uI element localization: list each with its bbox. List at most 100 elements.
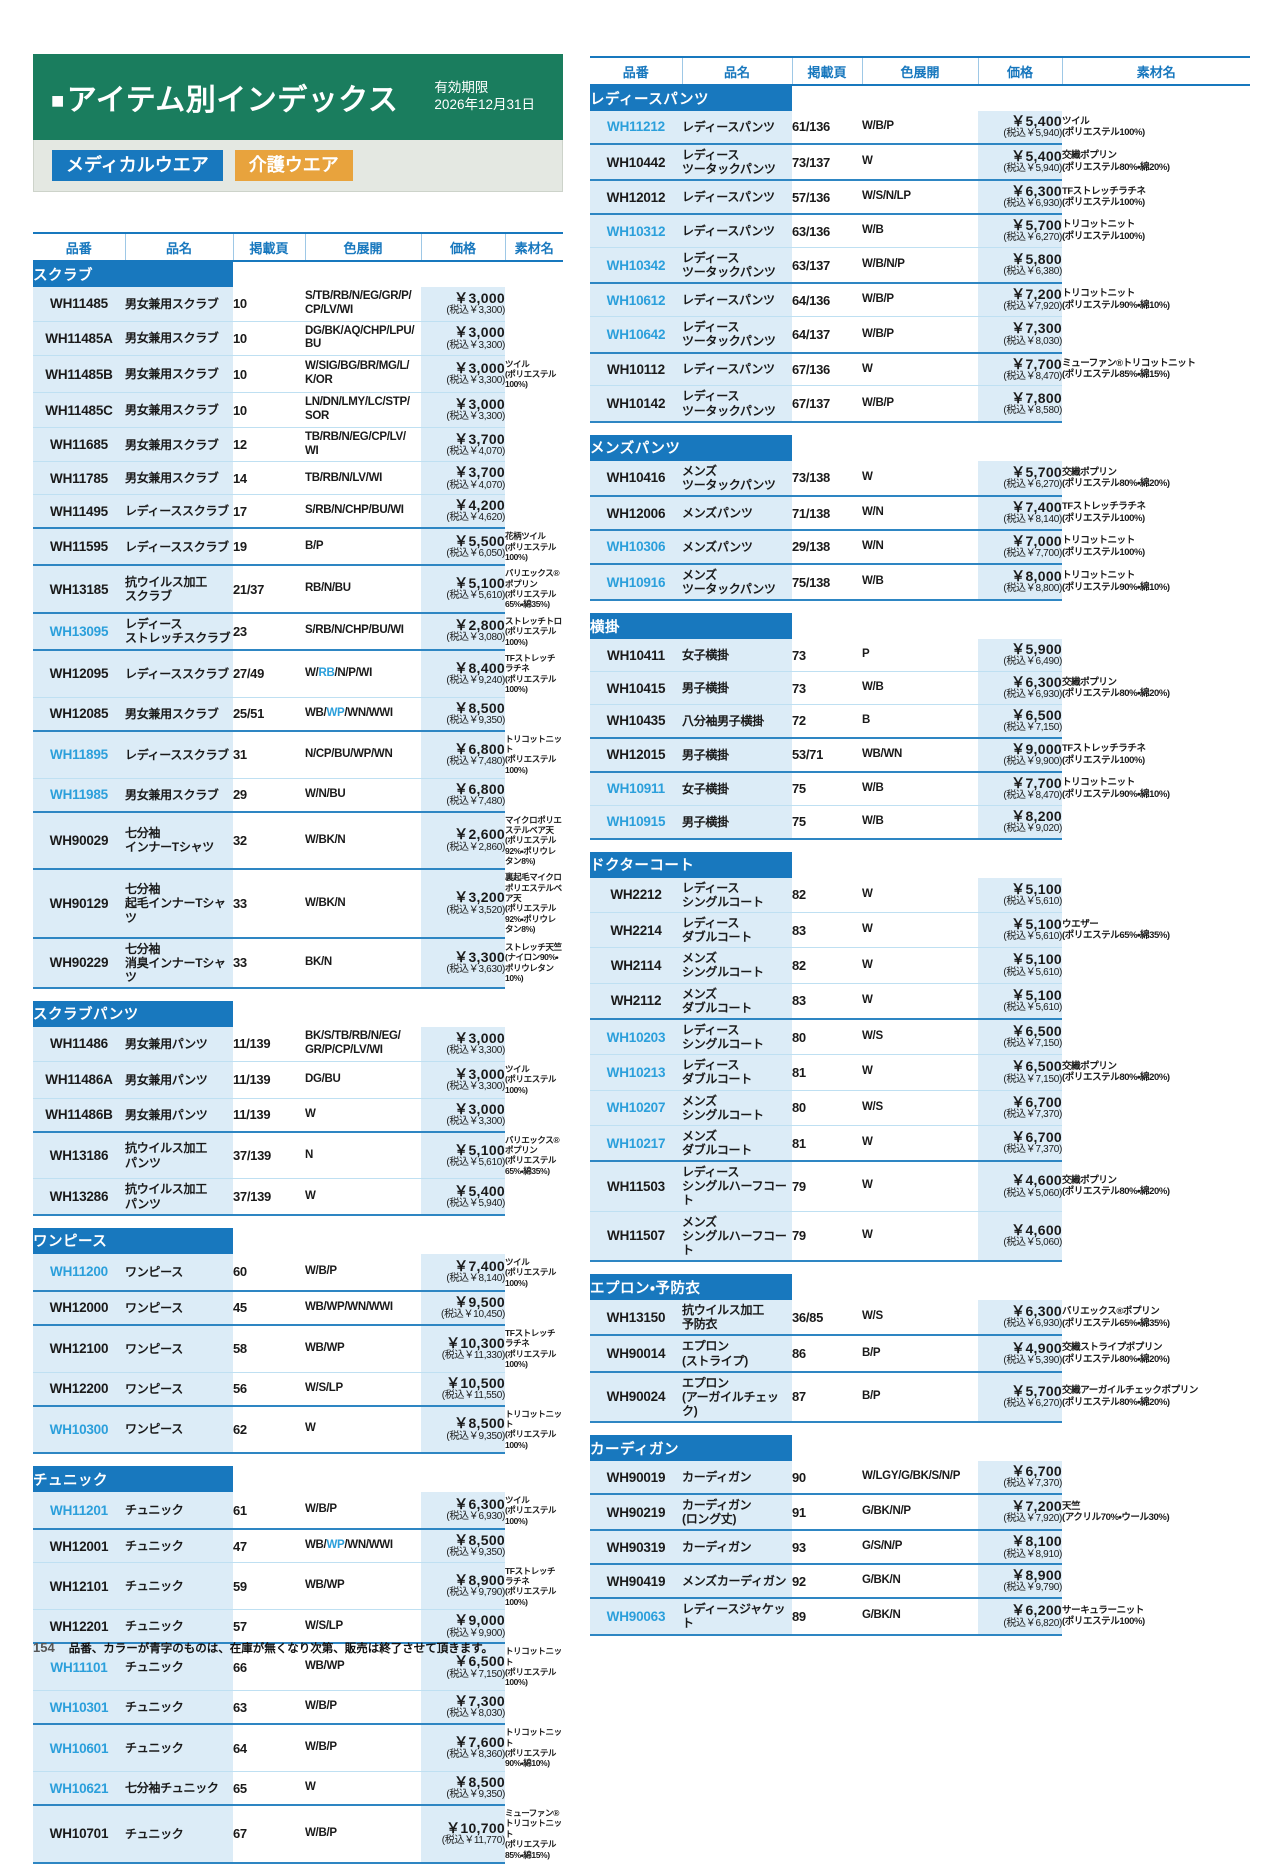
table-row[interactable]: WH10203 レディース シングルコート 80 W/S ￥6,500 (税込￥7,150) [590,1018,1250,1056]
table-row[interactable]: WH11485A 男女兼用スクラブ 10 DG/BK/AQ/CHP/LPU/BU ￥3,… [33,321,563,357]
product-code[interactable]: WH11895 [33,730,125,779]
table-row[interactable]: WH10142 レディース ツータックパンツ 67/137 W/B/P ￥7,800 (税込… [590,385,1250,423]
table-row[interactable]: WH12100 ワンピース 58 WB/WP ￥10,300 (税込￥11,330) TFス… [33,1324,563,1373]
product-code[interactable]: WH12201 [33,1609,125,1645]
product-code[interactable]: WH11486A [33,1061,125,1099]
product-code[interactable]: WH10411 [590,639,682,673]
product-code[interactable]: WH11485 [33,287,125,322]
product-code[interactable]: WH90014 [590,1335,682,1373]
product-code[interactable]: WH10701 [33,1805,125,1864]
table-row[interactable]: WH11201 チュニック 61 W/B/P ￥6,300 (税込￥6,930) ツイル (ポ… [33,1492,563,1531]
product-code[interactable]: WH11485C [33,392,125,428]
product-code[interactable]: WH10306 [590,530,682,565]
product-code[interactable]: WH11212 [590,111,682,145]
product-code[interactable]: WH90024 [590,1371,682,1424]
product-code[interactable]: WH90319 [590,1530,682,1566]
table-row[interactable]: WH11485B 男女兼用スクラブ 10 W/SIG/BG/BR/MG/L/K/OR ￥… [33,355,563,394]
table-row[interactable]: WH12015 男子横掛 53/71 WB/WN ￥9,000 (税込￥9,900) TFス… [590,737,1250,773]
product-code[interactable]: WH12095 [33,649,125,698]
table-row[interactable]: WH2214 レディース ダブルコート 83 W ￥5,100 (税込￥5,610) ウエザー… [590,912,1250,949]
table-row[interactable]: WH10915 男子横掛 75 W/B ￥8,200 (税込￥9,020) [590,805,1250,840]
product-code[interactable]: WH10312 [590,214,682,249]
table-row[interactable]: WH10300 ワンピース 62 W ￥8,500 (税込￥9,350) トリコットニット(… [33,1405,563,1455]
product-code[interactable]: WH10342 [590,247,682,285]
product-code[interactable]: WH13286 [33,1178,125,1216]
product-code[interactable]: WH10621 [33,1771,125,1807]
table-row[interactable]: WH10416 メンズ ツータックパンツ 73/138 W ￥5,700 (税込￥6,270… [590,460,1250,498]
table-row[interactable]: WH12101 チュニック 59 WB/WP ￥8,900 (税込￥9,790) TFストレ… [33,1562,563,1611]
table-row[interactable]: WH90063 レディースジャケット 89 G/BK/N ￥6,200 (税込￥6,820… [590,1598,1250,1636]
product-code[interactable]: WH11503 [590,1161,682,1212]
table-row[interactable]: WH10301 チュニック 63 W/B/P ￥7,300 (税込￥8,030) [33,1690,563,1726]
tab-care-wear[interactable]: 介護ウエア [234,149,353,182]
product-code[interactable]: WH10435 [590,704,682,739]
table-row[interactable]: WH12095 レディーススクラブ 27/49 W/RB/N/P/WI ￥8,400 (税… [33,649,563,698]
table-row[interactable]: WH13095 レディース ストレッチスクラブ 23 S/RB/N/CHP/BU/WI ￥… [33,612,563,651]
table-row[interactable]: WH13185 抗ウイルス加工 スクラブ 21/37 RB/N/BU ￥5,100 (税込￥… [33,565,563,614]
table-row[interactable]: WH90129 七分袖 起毛インナーTシャツ 33 W/BK/N ￥3,200 (税込￥3,… [33,869,563,939]
table-row[interactable]: WH10601 チュニック 64 W/B/P ￥7,600 (税込￥8,360) トリコット… [33,1724,563,1773]
product-code[interactable]: WH90129 [33,869,125,939]
table-row[interactable]: WH11495 レディーススクラブ 17 S/RB/N/CHP/BU/WI ￥4,200… [33,494,563,530]
product-code[interactable]: WH10442 [590,143,682,182]
table-row[interactable]: WH13150 抗ウイルス加工 予防衣 36/85 W/S ￥6,300 (税込￥6,930… [590,1300,1250,1337]
table-row[interactable]: WH90024 エプロン (アーガイルチェック) 87 B/P ￥5,700 (税込￥6,2… [590,1371,1250,1424]
product-code[interactable]: WH10601 [33,1724,125,1773]
table-row[interactable]: WH2112 メンズ ダブルコート 83 W ￥5,100 (税込￥5,610) [590,983,1250,1020]
table-row[interactable]: WH13286 抗ウイルス加工 パンツ 37/139 W ￥5,400 (税込￥5,940) [33,1178,563,1216]
product-code[interactable]: WH12100 [33,1324,125,1373]
table-row[interactable]: WH10642 レディース ツータックパンツ 64/137 W/B/P ￥7,300 (税込… [590,316,1250,354]
product-code[interactable]: WH11507 [590,1211,682,1263]
table-row[interactable]: WH10621 七分袖チュニック 65 W ￥8,500 (税込￥9,350) [33,1771,563,1807]
table-row[interactable]: WH90014 エプロン (ストライプ) 86 B/P ￥4,900 (税込￥5,390) 交… [590,1335,1250,1373]
table-row[interactable]: WH10207 メンズ シングルコート 80 W/S ￥6,700 (税込￥7,370) [590,1090,1250,1126]
table-row[interactable]: WH11685 男女兼用スクラブ 12 TB/RB/N/EG/CP/LV/WI ￥3,7… [33,427,563,463]
product-code[interactable]: WH10203 [590,1018,682,1056]
table-row[interactable]: WH2212 レディース シングルコート 82 W ￥5,100 (税込￥5,610) [590,877,1250,913]
table-row[interactable]: WH12012 レディースパンツ 57/136 W/S/N/LP ￥6,300 (税込￥6… [590,180,1250,216]
table-row[interactable]: WH11101 チュニック 66 WB/WP ￥6,500 (税込￥7,150) トリコット… [33,1643,563,1692]
table-row[interactable]: WH11486A 男女兼用パンツ 11/139 DG/BU ￥3,000 (税込￥3,30… [33,1061,563,1099]
table-row[interactable]: WH10911 女子横掛 75 W/B ￥7,700 (税込￥8,470) トリコットニット… [590,771,1250,806]
product-code[interactable]: WH10915 [590,805,682,840]
table-row[interactable]: WH11212 レディースパンツ 61/136 W/B/P ￥5,400 (税込￥5,94… [590,111,1250,145]
table-row[interactable]: WH11895 レディーススクラブ 31 N/CP/BU/WP/WN ￥6,800 (税込… [33,730,563,779]
table-row[interactable]: WH10612 レディースパンツ 64/136 W/B/P ￥7,200 (税込￥7,92… [590,283,1250,318]
product-code[interactable]: WH11200 [33,1253,125,1292]
product-code[interactable]: WH11101 [33,1643,125,1692]
product-code[interactable]: WH11685 [33,427,125,463]
product-code[interactable]: WH10911 [590,771,682,806]
product-code[interactable]: WH12200 [33,1372,125,1407]
table-row[interactable]: WH11985 男女兼用スクラブ 29 W/N/BU ￥6,800 (税込￥7,480) [33,778,563,813]
product-code[interactable]: WH10207 [590,1090,682,1126]
product-code[interactable]: WH11595 [33,528,125,567]
product-code[interactable]: WH12085 [33,697,125,732]
product-code[interactable]: WH12101 [33,1562,125,1611]
product-code[interactable]: WH10142 [590,385,682,423]
table-row[interactable]: WH11486 男女兼用パンツ 11/139 BK/S/TB/RB/N/EG/GR/P… [33,1026,563,1062]
product-code[interactable]: WH13185 [33,565,125,614]
table-row[interactable]: WH10306 メンズパンツ 29/138 W/N ￥7,000 (税込￥7,700) トリ… [590,530,1250,565]
product-code[interactable]: WH10642 [590,316,682,354]
table-row[interactable]: WH12000 ワンピース 45 WB/WP/WN/WWI ￥9,500 (税込￥10,4… [33,1290,563,1326]
table-row[interactable]: WH90019 カーディガン 90 W/LGY/G/BK/S/N/P ￥6,700 (税込… [590,1461,1250,1496]
table-row[interactable]: WH90029 七分袖 インナーTシャツ 32 W/BK/N ￥2,600 (税込￥2,86… [33,811,563,871]
table-row[interactable]: WH10411 女子横掛 73 P ￥5,900 (税込￥6,490) [590,639,1250,673]
table-row[interactable]: WH90319 カーディガン 93 G/S/N/P ￥8,100 (税込￥8,910) [590,1530,1250,1566]
table-row[interactable]: WH12006 メンズパンツ 71/138 W/N ￥7,400 (税込￥8,140) TF… [590,496,1250,531]
tab-medical-wear[interactable]: メディカルウエア [52,149,223,182]
table-row[interactable]: WH11485C 男女兼用スクラブ 10 LN/DN/LMY/LC/STP/SOR ￥3… [33,392,563,428]
table-row[interactable]: WH10213 レディース ダブルコート 81 W ￥6,500 (税込￥7,150) 交織ポ… [590,1054,1250,1091]
table-row[interactable]: WH11503 レディース シングルハーフコート 79 W ￥4,600 (税込￥5,060… [590,1161,1250,1212]
product-code[interactable]: WH11485A [33,321,125,357]
product-code[interactable]: WH2212 [590,877,682,913]
table-row[interactable]: WH11507 メンズ シングルハーフコート 79 W ￥4,600 (税込￥5,060) [590,1211,1250,1263]
table-row[interactable]: WH2114 メンズ シングルコート 82 W ￥5,100 (税込￥5,610) [590,947,1250,984]
product-code[interactable]: WH13150 [590,1300,682,1337]
product-code[interactable]: WH11785 [33,461,125,496]
product-code[interactable]: WH12006 [590,496,682,531]
product-code[interactable]: WH10112 [590,352,682,387]
table-row[interactable]: WH13186 抗ウイルス加工 パンツ 37/139 N ￥5,100 (税込￥5,610)… [33,1131,563,1180]
table-row[interactable]: WH10435 八分袖男子横掛 72 B ￥6,500 (税込￥7,150) [590,704,1250,739]
table-row[interactable]: WH11785 男女兼用スクラブ 14 TB/RB/N/LV/WI ￥3,700 (税込￥… [33,461,563,496]
